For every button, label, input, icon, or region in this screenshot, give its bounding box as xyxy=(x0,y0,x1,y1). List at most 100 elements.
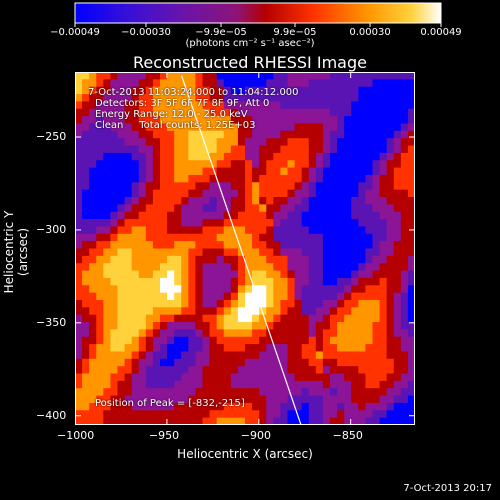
heatmap-cell xyxy=(386,130,395,139)
heatmap-cell xyxy=(223,145,232,154)
heatmap-cell xyxy=(407,322,415,330)
heatmap-cell xyxy=(89,94,97,103)
heatmap-cell xyxy=(174,292,182,301)
heatmap-cell xyxy=(358,241,367,250)
heatmap-cell xyxy=(181,366,189,375)
heatmap-cell xyxy=(138,402,147,411)
heatmap-cell xyxy=(195,86,204,95)
heatmap-cell xyxy=(407,197,415,205)
heatmap-cell xyxy=(344,123,352,132)
heatmap-cell xyxy=(145,160,154,169)
heatmap-cell xyxy=(379,248,388,257)
heatmap-cell xyxy=(358,417,367,425)
heatmap-cell xyxy=(223,226,232,235)
heatmap-cell xyxy=(117,241,126,250)
heatmap-cell xyxy=(344,94,352,103)
heatmap-cell xyxy=(372,160,381,169)
heatmap-cell xyxy=(273,255,282,264)
heatmap-cell xyxy=(223,94,232,103)
heatmap-cell xyxy=(110,204,119,213)
heatmap-cell xyxy=(301,336,310,345)
heatmap-cell xyxy=(223,219,232,228)
heatmap-cell xyxy=(344,116,352,125)
heatmap-cell xyxy=(294,402,303,411)
heatmap-cell xyxy=(266,86,274,95)
heatmap-cell xyxy=(386,138,395,147)
heatmap-cell xyxy=(358,197,367,205)
heatmap-cell xyxy=(145,204,154,213)
heatmap-cell xyxy=(160,329,168,338)
heatmap-cell xyxy=(188,211,197,220)
heatmap-cell xyxy=(75,322,83,330)
heatmap-cell xyxy=(124,402,133,411)
heatmap-cell xyxy=(245,138,253,147)
heatmap-cell xyxy=(138,336,147,345)
heatmap-cell xyxy=(322,410,331,419)
heatmap-cell xyxy=(152,358,161,367)
heatmap-cell xyxy=(287,322,296,330)
heatmap-cell xyxy=(167,138,175,147)
heatmap-cell xyxy=(230,351,239,360)
heatmap-cell xyxy=(400,263,409,272)
heatmap-cell xyxy=(216,108,225,117)
heatmap-cell xyxy=(407,314,415,323)
heatmap-cell xyxy=(124,145,133,154)
heatmap-cell xyxy=(110,116,119,125)
heatmap-cell xyxy=(245,182,253,191)
heatmap-cell xyxy=(160,277,168,286)
heatmap-cell xyxy=(273,402,282,411)
heatmap-cell xyxy=(266,277,274,286)
heatmap-cell xyxy=(75,138,83,147)
heatmap-cell xyxy=(237,410,246,419)
heatmap-cell xyxy=(351,79,359,88)
heatmap-cell xyxy=(393,123,402,132)
heatmap-cell xyxy=(386,182,395,191)
heatmap-cell xyxy=(167,174,175,183)
heatmap-cell xyxy=(400,233,409,242)
heatmap-cell xyxy=(188,108,197,117)
heatmap-cell xyxy=(230,410,239,419)
heatmap-cell xyxy=(96,292,104,301)
heatmap-cell xyxy=(407,182,415,191)
heatmap-cell xyxy=(294,197,303,205)
heatmap-cell xyxy=(216,167,225,176)
heatmap-cell xyxy=(259,351,267,360)
heatmap-cell xyxy=(273,219,282,228)
heatmap-cell xyxy=(124,130,133,139)
heatmap-cell xyxy=(96,226,104,235)
heatmap-cell xyxy=(89,189,97,198)
heatmap-cell xyxy=(351,314,359,323)
heatmap-cell xyxy=(237,380,246,389)
heatmap-cell xyxy=(344,197,352,205)
heatmap-cell xyxy=(181,373,189,382)
heatmap-cell xyxy=(96,380,104,389)
heatmap-cell xyxy=(351,94,359,103)
heatmap-cell xyxy=(202,204,211,213)
heatmap-cell xyxy=(152,219,161,228)
heatmap-cell xyxy=(160,395,168,404)
heatmap-cell xyxy=(351,336,359,345)
heatmap-cell xyxy=(379,307,388,316)
heatmap-cell xyxy=(379,211,388,220)
heatmap-cell xyxy=(223,263,232,272)
heatmap-cell xyxy=(386,336,395,345)
heatmap-cell xyxy=(322,351,331,360)
heatmap-cell xyxy=(174,123,182,132)
heatmap-cell xyxy=(344,277,352,286)
heatmap-cell xyxy=(358,395,367,404)
heatmap-cell xyxy=(287,248,296,257)
heatmap-cell xyxy=(237,145,246,154)
heatmap-cell xyxy=(216,174,225,183)
heatmap-cell xyxy=(131,336,140,345)
heatmap-cell xyxy=(103,182,112,191)
heatmap-cell xyxy=(337,79,345,88)
heatmap-cell xyxy=(287,79,296,88)
heatmap-cell xyxy=(124,410,133,419)
heatmap-cell xyxy=(174,322,182,330)
heatmap-cell xyxy=(82,263,90,272)
heatmap-cell xyxy=(160,101,168,110)
heatmap-cell xyxy=(337,197,345,205)
heatmap-cell xyxy=(160,248,168,257)
heatmap-cell xyxy=(117,292,126,301)
heatmap-cell xyxy=(407,248,415,257)
